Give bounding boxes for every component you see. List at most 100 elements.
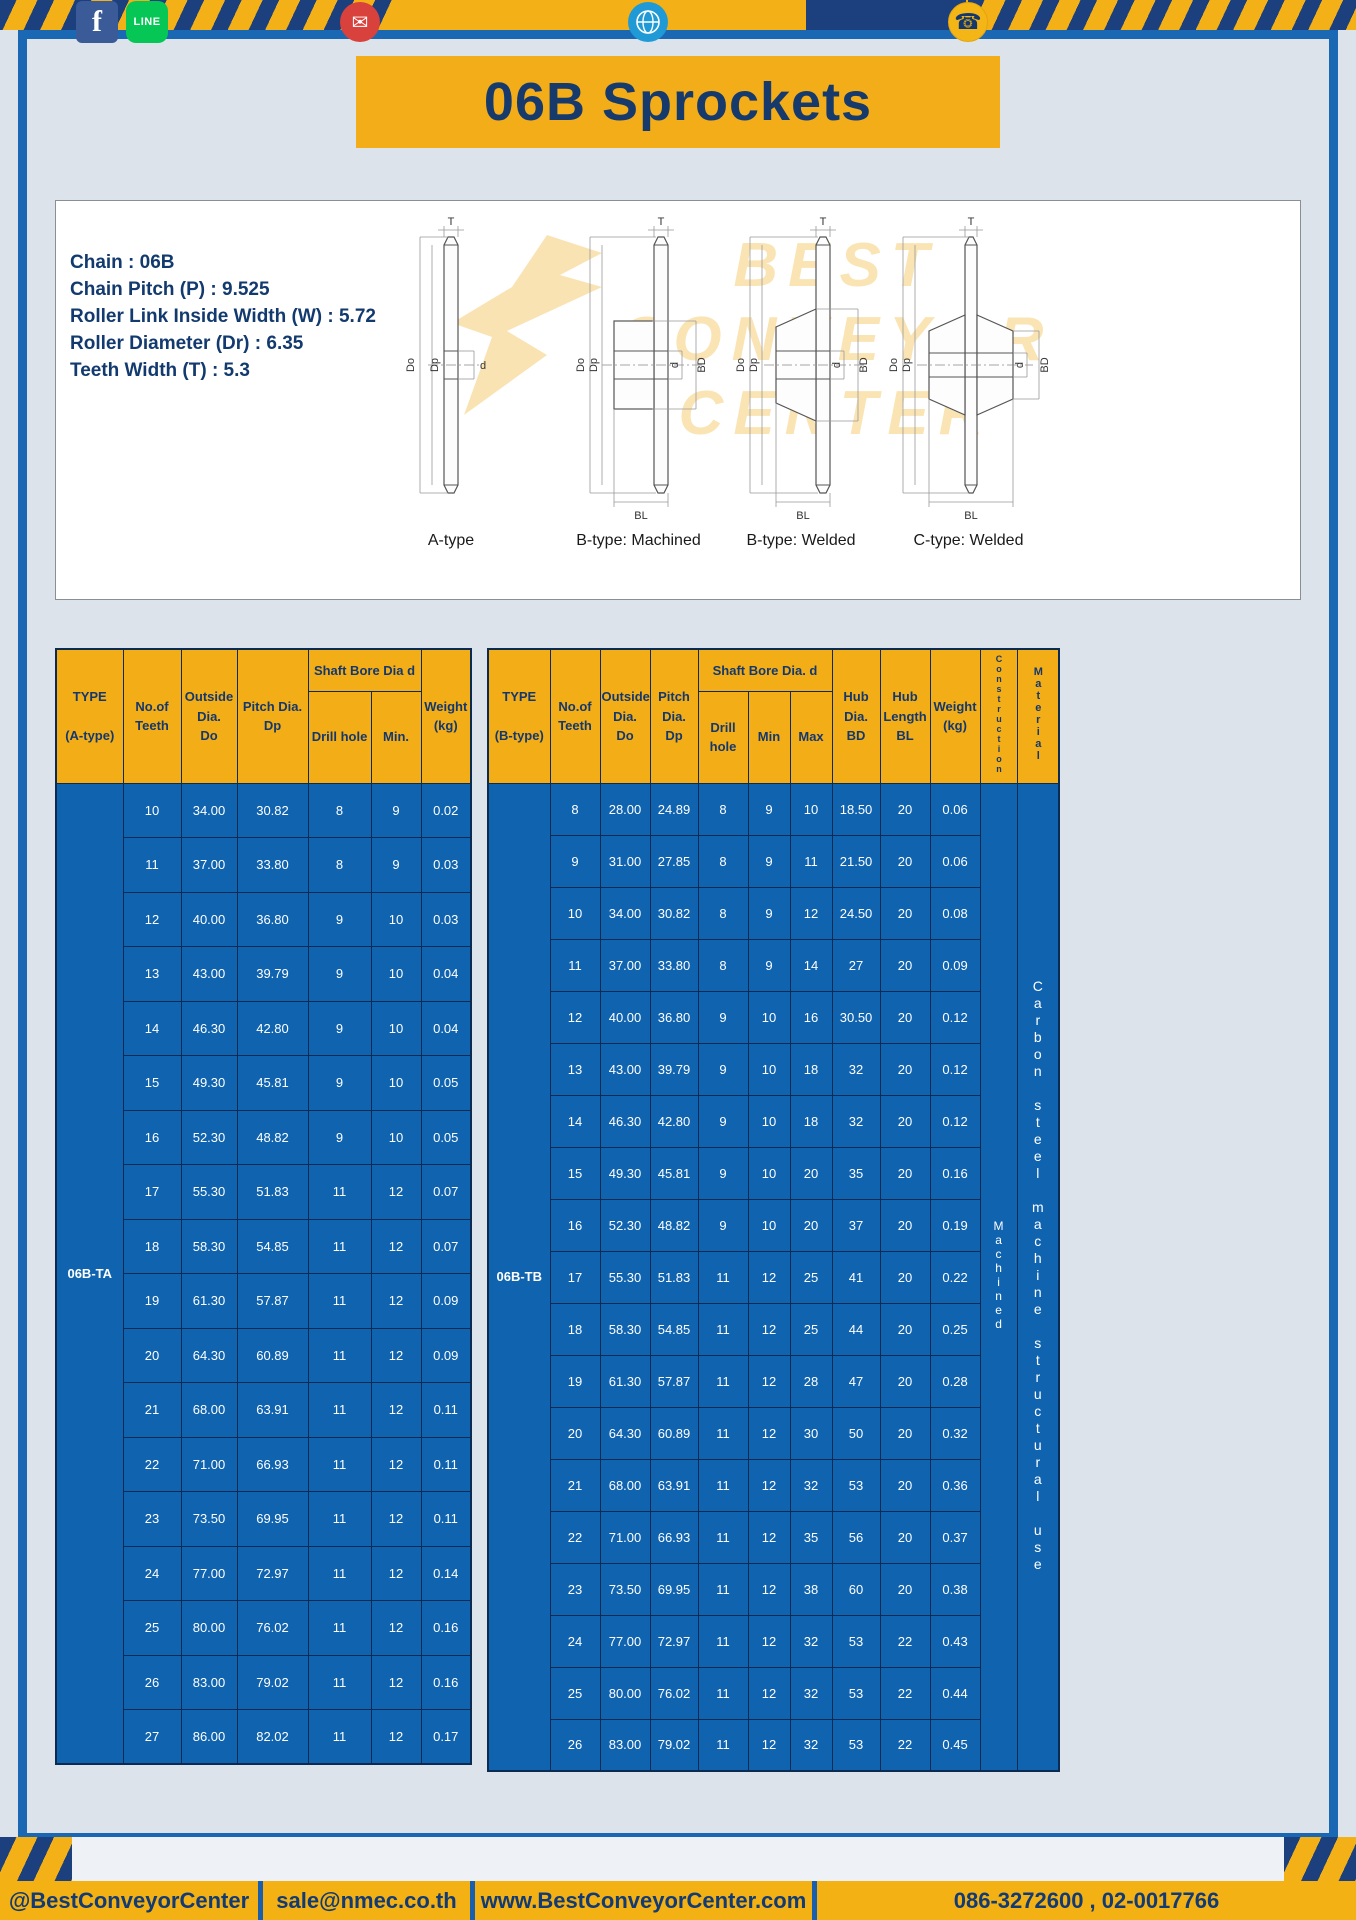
- svg-text:BD: BD: [696, 357, 708, 372]
- data-cell: 11: [697, 1302, 749, 1356]
- table-row: 26 83.00 79.02 11 12 0.16: [56, 1654, 472, 1710]
- header-teeth-b: No.of Teeth: [549, 648, 601, 784]
- data-cell: 24: [549, 1614, 601, 1668]
- data-cell: 61.30: [180, 1273, 238, 1329]
- data-cell: 54.85: [649, 1302, 699, 1356]
- data-cell: 22: [879, 1718, 931, 1772]
- data-cell: 64.30: [180, 1327, 238, 1383]
- data-cell: 0.12: [929, 990, 981, 1044]
- data-cell: 0.36: [929, 1458, 981, 1512]
- data-cell: 10: [370, 946, 422, 1002]
- data-cell: 0.11: [420, 1491, 472, 1547]
- data-cell: 11: [307, 1327, 372, 1383]
- diagram-a-type: T Do Dp d A-type: [386, 215, 516, 550]
- data-cell: 0.11: [420, 1436, 472, 1492]
- table-row: 06B-TA 10 34.00 30.82 8 9 0.02: [55, 782, 472, 1765]
- svg-text:d: d: [1014, 362, 1026, 368]
- line-icon: LINE: [126, 1, 168, 43]
- data-cell: 0.02: [420, 782, 472, 838]
- data-cell: 71.00: [599, 1510, 651, 1564]
- table-row: 25 80.00 76.02 11 12 0.16: [56, 1600, 472, 1656]
- spec-line: Teeth Width (T) : 5.3: [70, 360, 250, 381]
- data-cell: 48.82: [236, 1109, 309, 1165]
- header-shaft-bore-group-b: Shaft Bore Dia. d: [697, 648, 833, 692]
- data-cell: 55.30: [599, 1250, 651, 1304]
- material-cell: Carbon steel machine structural use: [1016, 782, 1060, 1772]
- diagram-caption: A-type: [427, 532, 475, 549]
- data-cell: 9: [370, 837, 422, 893]
- table-row: 11 37.00 33.80 8 9 14 27 20 0.09: [488, 938, 1059, 992]
- data-cell: 0.12: [929, 1042, 981, 1096]
- data-cell: 0.07: [420, 1164, 472, 1220]
- data-cell: 20: [879, 1302, 931, 1356]
- data-cell: 12: [370, 1545, 422, 1601]
- data-cell: 0.38: [929, 1562, 981, 1616]
- table-row: 14 46.30 42.80 9 10 18 32 20 0.12: [488, 1094, 1059, 1148]
- data-cell: 0.06: [929, 834, 981, 888]
- data-cell: 9: [747, 834, 791, 888]
- header-type-b: TYPE (B-type): [487, 648, 551, 784]
- data-cell: 20: [879, 782, 931, 836]
- data-cell: 79.02: [649, 1718, 699, 1772]
- data-cell: 34.00: [599, 886, 651, 940]
- data-cell: 11: [307, 1382, 372, 1438]
- data-cell: 11: [307, 1654, 372, 1710]
- data-cell: 32: [831, 1042, 881, 1096]
- data-cell: 35: [789, 1510, 833, 1564]
- svg-text:d: d: [669, 362, 681, 368]
- data-cell: 61.30: [599, 1354, 651, 1408]
- data-cell: 11: [697, 1458, 749, 1512]
- data-cell: 0.04: [420, 1000, 472, 1056]
- table-row: 10 34.00 30.82 8 9 12 24.50 20 0.08: [488, 886, 1059, 940]
- data-cell: 12: [747, 1510, 791, 1564]
- data-cell: 46.30: [180, 1000, 238, 1056]
- data-cell: 8: [307, 837, 372, 893]
- data-cell: 43.00: [599, 1042, 651, 1096]
- data-cell: 36.80: [236, 891, 309, 947]
- data-cell: 12: [370, 1600, 422, 1656]
- header-drill-hole-a: Drill hole: [307, 690, 372, 784]
- header-pitch-dia-b: Pitch Dia. Dp: [649, 648, 699, 784]
- data-cell: 8: [697, 938, 749, 992]
- data-cell: 21: [122, 1382, 182, 1438]
- data-cell: 57.87: [236, 1273, 309, 1329]
- data-cell: 20: [879, 1510, 931, 1564]
- table-row: 20 64.30 60.89 11 12 0.09: [56, 1327, 472, 1383]
- data-cell: 23: [122, 1491, 182, 1547]
- data-cell: 44: [831, 1302, 881, 1356]
- data-cell: 73.50: [599, 1562, 651, 1616]
- data-cell: 57.87: [649, 1354, 699, 1408]
- data-cell: 0.16: [929, 1146, 981, 1200]
- header-outside-dia-a: Outside Dia. Do: [180, 648, 238, 784]
- data-cell: 11: [789, 834, 833, 888]
- phone-icon: ☎: [948, 2, 988, 42]
- data-cell: 17: [549, 1250, 601, 1304]
- footer-email: sale@nmec.co.th: [258, 1881, 470, 1920]
- table-row: 17 55.30 51.83 11 12 25 41 20 0.22: [488, 1250, 1059, 1304]
- sprocket-table-a: TYPE (A-type) No.of Teeth Outside Dia. D…: [55, 648, 472, 1765]
- data-cell: 0.32: [929, 1406, 981, 1460]
- data-cell: 20: [879, 1146, 931, 1200]
- email-icon: ✉: [340, 2, 380, 42]
- table-row: 12 40.00 36.80 9 10 0.03: [56, 891, 472, 947]
- data-cell: 30.50: [831, 990, 881, 1044]
- data-cell: 37.00: [599, 938, 651, 992]
- data-cell: 9: [697, 1146, 749, 1200]
- data-cell: 50: [831, 1406, 881, 1460]
- table-row: 15 49.30 45.81 9 10 20 35 20 0.16: [488, 1146, 1059, 1200]
- data-cell: 56: [831, 1510, 881, 1564]
- data-cell: 66.93: [236, 1436, 309, 1492]
- type-cell: 06B-TB: [487, 782, 551, 1772]
- table-row: 23 73.50 69.95 11 12 0.11: [56, 1491, 472, 1547]
- footer-website: www.BestConveyorCenter.com: [470, 1881, 812, 1920]
- data-cell: 22: [879, 1666, 931, 1720]
- data-cell: 20: [879, 886, 931, 940]
- data-cell: 11: [122, 837, 182, 893]
- data-cell: 12: [370, 1709, 422, 1765]
- data-cell: 28: [789, 1354, 833, 1408]
- data-cell: 58.30: [180, 1218, 238, 1274]
- data-cell: 12: [370, 1327, 422, 1383]
- data-cell: 77.00: [180, 1545, 238, 1601]
- data-cell: 30: [789, 1406, 833, 1460]
- data-cell: 43.00: [180, 946, 238, 1002]
